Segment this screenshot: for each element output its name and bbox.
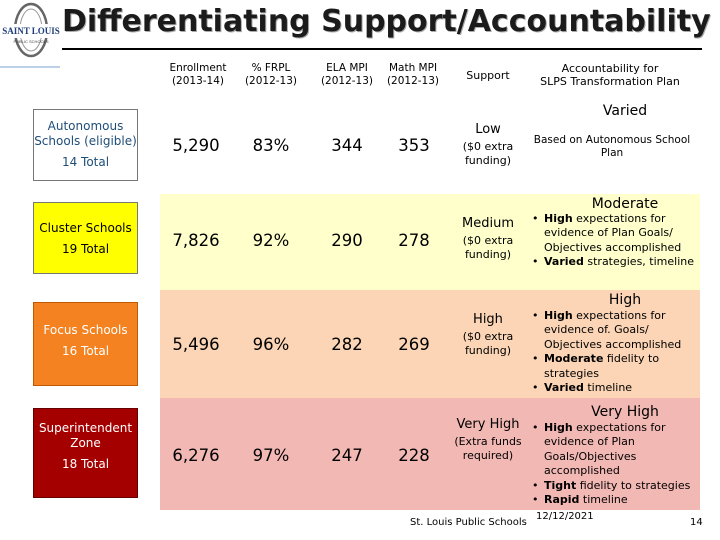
header-support: Support xyxy=(466,69,510,82)
accountability-bullet: Varied strategies, timeline xyxy=(530,255,695,270)
math-mpi-value: 228 xyxy=(398,446,430,465)
bullet-keyword: Rapid xyxy=(544,493,580,507)
frpl-value: 83% xyxy=(252,136,290,155)
ela-mpi-value: 290 xyxy=(331,231,363,250)
accountability-bullets: High expectations for evidence of Plan G… xyxy=(530,421,695,508)
row-label-autonomous: Autonomous Schools (eligible) 14 Total xyxy=(33,109,138,181)
row-band-autonomous xyxy=(160,96,700,194)
math-mpi-value: 353 xyxy=(398,136,430,155)
row-label-focus: Focus Schools 16 Total xyxy=(33,302,138,386)
enrollment-value: 7,826 xyxy=(172,231,220,250)
page-title: Differentiating Support/Accountability xyxy=(62,4,711,39)
enrollment-value: 5,290 xyxy=(172,136,220,155)
math-mpi-value: 269 xyxy=(398,335,430,354)
district-logo: SAINT LOUIS PUBLIC SCHOOLS xyxy=(2,2,60,58)
header-accountability: Accountability for SLPS Transformation Pl… xyxy=(540,62,680,88)
enrollment-value: 5,496 xyxy=(172,335,220,354)
support-cell: Very High (Extra funds required) xyxy=(454,417,522,463)
bullet-keyword: Varied xyxy=(544,381,584,395)
ela-mpi-value: 344 xyxy=(331,136,363,155)
frpl-value: 96% xyxy=(252,335,290,354)
footer-date: 12/12/2021 xyxy=(536,511,594,522)
row-label-superintendent-zone: Superintendent Zone 18 Total xyxy=(33,408,138,498)
header-frpl: % FRPL (2012-13) xyxy=(244,62,298,87)
accountability-bullet: Varied timeline xyxy=(530,381,695,396)
accountability-bullet: Moderate fidelity to strategies xyxy=(530,352,695,381)
svg-text:PUBLIC SCHOOLS: PUBLIC SCHOOLS xyxy=(13,39,48,44)
bullet-keyword: Tight xyxy=(544,478,577,492)
frpl-value: 92% xyxy=(252,231,290,250)
accountability-level: Very High xyxy=(591,404,659,420)
accountability-bullet: Tight fidelity to strategies xyxy=(530,478,695,494)
row-label-cluster: Cluster Schools 19 Total xyxy=(33,202,138,274)
accountability-bullet: Rapid timeline xyxy=(530,493,695,508)
footer-organization: St. Louis Public Schools xyxy=(410,517,527,528)
math-mpi-value: 278 xyxy=(398,231,430,250)
header-math-mpi: Math MPI (2012-13) xyxy=(386,62,440,87)
bullet-keyword: Moderate xyxy=(544,352,604,366)
accountability-level: Moderate xyxy=(591,196,659,212)
support-cell: Medium ($0 extra funding) xyxy=(462,216,514,262)
accountability-bullet: High expectations for evidence of. Goals… xyxy=(530,309,695,352)
enrollment-value: 6,276 xyxy=(172,446,220,465)
accountability-bullet: High expectations for evidence of Plan G… xyxy=(530,212,695,255)
accountability-level: Varied xyxy=(602,103,648,119)
bullet-keyword: High xyxy=(544,309,573,322)
logo-divider xyxy=(0,66,60,68)
title-underline xyxy=(62,48,702,50)
header-ela-mpi: ELA MPI (2012-13) xyxy=(320,62,374,87)
support-cell: High ($0 extra funding) xyxy=(462,312,514,358)
svg-text:SAINT LOUIS: SAINT LOUIS xyxy=(2,26,60,36)
accountability-bullets: High expectations for evidence of Plan G… xyxy=(530,212,695,270)
bullet-keyword: High xyxy=(544,212,573,225)
page-number: 14 xyxy=(690,517,703,528)
frpl-value: 97% xyxy=(252,446,290,465)
accountability-bullet: High expectations for evidence of Plan G… xyxy=(530,421,695,479)
bullet-keyword: High xyxy=(544,421,573,434)
accountability-level: High xyxy=(608,292,642,308)
ela-mpi-value: 247 xyxy=(331,446,363,465)
accountability-text: Based on Autonomous School Plan xyxy=(533,134,691,159)
support-cell: Low ($0 extra funding) xyxy=(462,122,514,168)
bullet-keyword: Varied xyxy=(544,255,584,269)
accountability-bullets: High expectations for evidence of. Goals… xyxy=(530,309,695,396)
header-enrollment: Enrollment (2013-14) xyxy=(169,62,227,87)
ela-mpi-value: 282 xyxy=(331,335,363,354)
